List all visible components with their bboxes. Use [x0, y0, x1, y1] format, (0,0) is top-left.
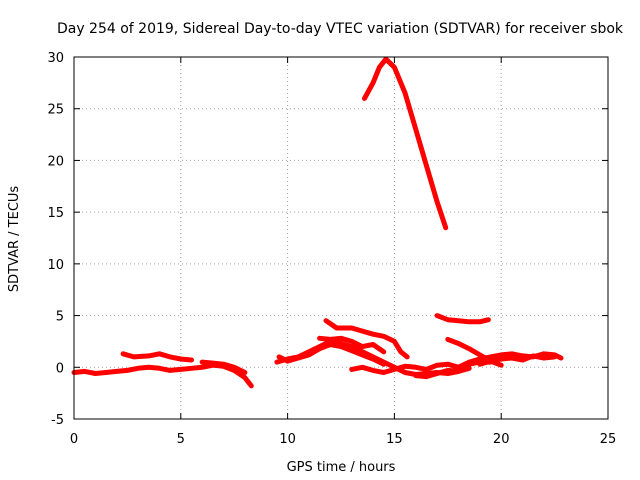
x-axis-label: GPS time / hours: [287, 460, 396, 475]
y-tick-label: 0: [56, 361, 64, 376]
series-arc-2: [120, 351, 194, 363]
series-arc-13: [477, 353, 558, 367]
y-tick-label: 30: [47, 51, 64, 66]
chart-title: Day 254 of 2019, Sidereal Day-to-day VTE…: [57, 21, 624, 37]
grid: [74, 57, 608, 419]
y-tick-label: 5: [56, 310, 64, 325]
x-tick-label: 5: [177, 432, 185, 447]
x-tick-label: 20: [493, 432, 510, 447]
y-axis: -5 0 5 10 15 20 25 30: [47, 51, 608, 428]
x-tick-label: 25: [600, 432, 617, 447]
series-arc-3: [199, 359, 248, 375]
series-arc-5: [276, 342, 387, 367]
series-arc-7: [317, 335, 387, 355]
series-arc-12: [456, 351, 564, 370]
series-arc-6: [323, 318, 410, 360]
y-tick-label: -5: [51, 413, 64, 428]
series-arc-14: [413, 365, 472, 380]
x-tick-label: 0: [70, 432, 78, 447]
series-arc-1: [71, 362, 254, 389]
x-tick-label: 15: [386, 432, 403, 447]
plot-frame: [73, 56, 609, 420]
x-tick-label: 10: [279, 432, 296, 447]
y-tick-label: 25: [47, 103, 64, 118]
y-axis-label: SDTVAR / TECUs: [7, 186, 22, 293]
y-tick-label: 15: [47, 206, 64, 221]
series-layer: [71, 56, 564, 389]
y-tick-label: 20: [47, 154, 64, 169]
y-tick-label: 10: [47, 258, 64, 273]
series-arc-10: [434, 313, 491, 325]
series-arc-9: [362, 56, 449, 231]
x-axis: 0 5 10 15 20 25: [70, 57, 616, 447]
